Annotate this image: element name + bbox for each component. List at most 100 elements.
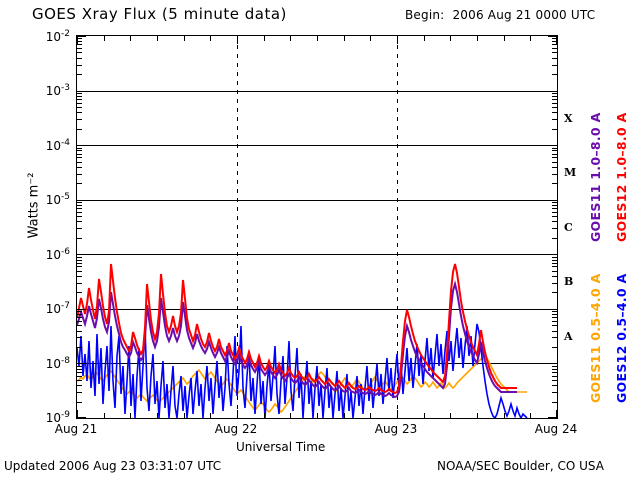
flare-class-label-c: C (564, 221, 573, 234)
gridline-1e-6 (77, 254, 557, 255)
gridline-1e-7 (77, 309, 557, 310)
axis-tick-major (77, 36, 86, 37)
axis-tick-minor (77, 366, 82, 367)
y-tick-label-6: 10-8 (45, 356, 70, 371)
axis-tick-minor (77, 283, 82, 284)
axis-tick-minor (77, 99, 82, 100)
axis-tick-major (77, 91, 86, 92)
plot-clip (77, 36, 557, 418)
x-tick-label-2: Aug 23 (374, 422, 418, 436)
axis-tick-minor-x (530, 413, 531, 418)
axis-tick-major-x (556, 410, 557, 418)
axis-tick-minor (77, 38, 82, 39)
axis-tick-minor (552, 99, 557, 100)
axis-tick-minor (552, 93, 557, 94)
axis-tick-minor (77, 228, 82, 229)
axis-tick-minor (77, 48, 82, 49)
axis-tick-minor (552, 162, 557, 163)
x-tick-label-0: Aug 21 (54, 422, 98, 436)
axis-tick-minor-x (450, 413, 451, 418)
axis-tick-major (77, 145, 86, 146)
updated-timestamp: Updated 2006 Aug 23 03:31:07 UTC (4, 459, 222, 473)
flare-class-label-a: A (564, 330, 573, 343)
axis-tick-minor (552, 402, 557, 403)
axis-tick-minor (77, 150, 82, 151)
trace-goes12-short (77, 323, 528, 418)
y-tick-label-2: 10-4 (45, 138, 70, 153)
axis-tick-major (548, 91, 557, 92)
axis-tick-minor (552, 48, 557, 49)
axis-tick-minor-x (210, 413, 211, 418)
gridline-1e-5 (77, 200, 557, 201)
axis-tick-minor-x (370, 413, 371, 418)
axis-tick-minor (77, 167, 82, 168)
x-tick-label-1: Aug 22 (214, 422, 258, 436)
axis-tick-minor (77, 157, 82, 158)
axis-tick-minor (552, 154, 557, 155)
axis-tick-minor (552, 385, 557, 386)
axis-tick-minor (77, 174, 82, 175)
axis-tick-minor (552, 372, 557, 373)
axis-tick-minor-x (530, 36, 531, 41)
axis-tick-minor (552, 112, 557, 113)
axis-tick-minor (552, 369, 557, 370)
axis-tick-minor (552, 212, 557, 213)
axis-tick-minor (552, 150, 557, 151)
axis-tick-minor (77, 347, 82, 348)
axis-tick-minor (77, 385, 82, 386)
x-tick-label-3: Aug 24 (534, 422, 578, 436)
axis-tick-minor (552, 174, 557, 175)
axis-tick-major (548, 417, 557, 418)
axis-tick-minor-x (317, 413, 318, 418)
axis-tick-minor (77, 74, 82, 75)
axis-tick-minor (77, 162, 82, 163)
y-tick-label-5: 10-7 (45, 301, 70, 316)
trace-goes12-long (77, 263, 517, 395)
axis-tick-minor-x (290, 413, 291, 418)
axis-tick-major-x (77, 410, 78, 418)
axis-tick-minor (552, 380, 557, 381)
axis-tick-minor-x (104, 36, 105, 41)
axis-tick-minor (552, 119, 557, 120)
axis-tick-minor (552, 41, 557, 42)
axis-tick-major (548, 200, 557, 201)
axis-tick-minor (77, 183, 82, 184)
axis-tick-minor (77, 119, 82, 120)
data-traces (77, 263, 528, 418)
gridline-1e-3 (77, 91, 557, 92)
legend-goes12-long: GOES12 1.0–8.0 A (614, 112, 629, 242)
axis-tick-minor (77, 311, 82, 312)
axis-tick-minor (552, 292, 557, 293)
axis-tick-minor (552, 276, 557, 277)
y-tick-label-1: 10-3 (45, 83, 70, 98)
axis-tick-minor-x (504, 413, 505, 418)
axis-tick-minor (77, 202, 82, 203)
axis-tick-minor (552, 314, 557, 315)
legend-goes12-short: GOES12 0.5–4.0 A (614, 273, 629, 403)
axis-tick-major (548, 309, 557, 310)
axis-tick-major-x (237, 36, 238, 44)
axis-tick-minor (77, 271, 82, 272)
axis-tick-minor (552, 311, 557, 312)
gridline-1e-4 (77, 145, 557, 146)
axis-tick-minor-x (344, 413, 345, 418)
axis-tick-minor (552, 202, 557, 203)
axis-tick-minor (77, 260, 82, 261)
axis-tick-minor (552, 347, 557, 348)
legend-goes11-long: GOES11 1.0–8.0 A (588, 112, 603, 242)
axis-tick-minor (552, 325, 557, 326)
axis-tick-minor (77, 369, 82, 370)
axis-tick-major (77, 254, 86, 255)
axis-tick-minor (552, 228, 557, 229)
axis-tick-minor (77, 112, 82, 113)
axis-tick-minor (77, 402, 82, 403)
axis-tick-minor-x (184, 413, 185, 418)
axis-tick-major (548, 363, 557, 364)
axis-tick-minor-x (130, 413, 131, 418)
axis-tick-minor (77, 216, 82, 217)
axis-tick-minor (552, 260, 557, 261)
y-tick-label-0: 10-2 (45, 29, 70, 44)
axis-tick-minor (77, 337, 82, 338)
axis-tick-minor-x (264, 413, 265, 418)
